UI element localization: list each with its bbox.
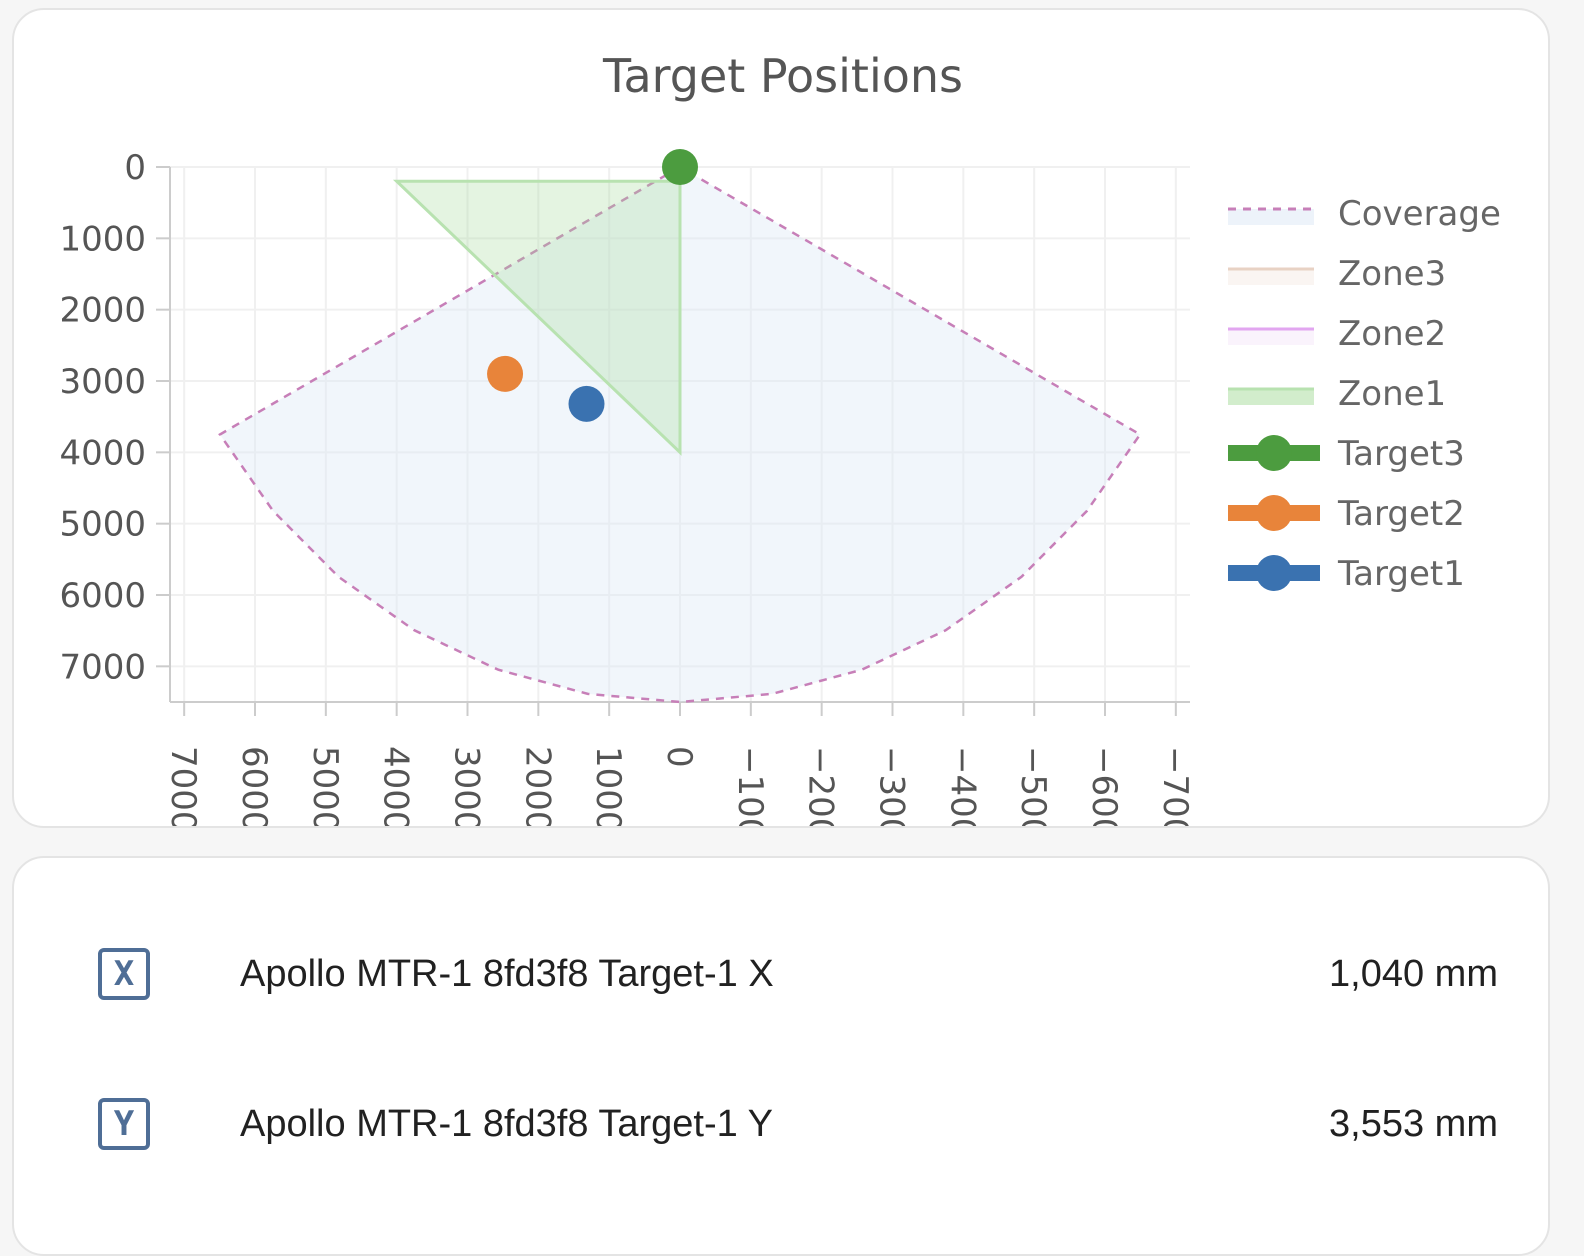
y-box-icon: Y (98, 1098, 150, 1150)
target-positions-card: Target Positions 7000 6000 5000 4000 3000 2000… (12, 8, 1550, 828)
x-tick-label: −5000 (1013, 746, 1053, 828)
legend-item-target2[interactable]: Target2 (1337, 494, 1465, 534)
area-zone1 (392, 179, 682, 456)
legend-swatch-marker (1256, 435, 1292, 471)
x-tick-label: 0 (659, 746, 699, 768)
legend-swatch-fill (1228, 269, 1314, 285)
y-tick-label: 1000 (59, 219, 146, 259)
y-tick-label: 0 (124, 148, 146, 188)
x-tick-label: 7000 (163, 746, 203, 828)
x-tick-label: −7000 (1155, 746, 1195, 828)
x-tick-label: −3000 (872, 746, 912, 828)
legend-swatch-fill (1228, 209, 1314, 225)
y-tick-label: 2000 (59, 291, 146, 331)
chart-title: Target Positions (602, 49, 963, 103)
y-tick-label: 5000 (59, 505, 146, 545)
entity-value: 1,040 mm (1329, 952, 1498, 995)
x-tick-label: −6000 (1084, 746, 1124, 828)
entity-name[interactable]: Apollo MTR-1 8fd3f8 Target-1 X (240, 952, 774, 995)
entity-name[interactable]: Apollo MTR-1 8fd3f8 Target-1 Y (240, 1102, 773, 1145)
legend-item-zone3[interactable]: Zone3 (1338, 254, 1446, 294)
x-tick-label: 3000 (447, 746, 487, 828)
x-tick-label: 6000 (234, 746, 274, 828)
entity-row-target1-x[interactable]: X Apollo MTR-1 8fd3f8 Target-1 X 1,040 m… (14, 934, 1548, 1014)
x-tick-label: 1000 (588, 746, 628, 828)
y-tick-label: 6000 (59, 576, 146, 616)
legend-item-coverage[interactable]: Coverage (1338, 194, 1501, 234)
entity-value: 3,553 mm (1329, 1102, 1498, 1145)
legend-swatch-marker (1256, 495, 1292, 531)
x-tick-label: 4000 (376, 746, 416, 828)
legend-item-target1[interactable]: Target1 (1337, 554, 1465, 594)
y-tick-label: 3000 (59, 362, 146, 402)
y-tick-label: 4000 (59, 433, 146, 473)
legend-swatch-fill (1228, 389, 1314, 405)
entity-row-target1-y[interactable]: Y Apollo MTR-1 8fd3f8 Target-1 Y 3,553 m… (14, 1084, 1548, 1164)
y-tick-label: 7000 (59, 647, 146, 687)
x-tick-label: −1000 (730, 746, 770, 828)
target-positions-chart[interactable]: Target Positions 7000 6000 5000 4000 3000 2000… (14, 10, 1550, 828)
legend-swatch-fill (1228, 329, 1314, 345)
legend-swatch-marker (1256, 555, 1292, 591)
point-target2 (487, 355, 524, 392)
entities-card: X Apollo MTR-1 8fd3f8 Target-1 X 1,040 m… (12, 856, 1550, 1256)
x-tick-label: −4000 (942, 746, 982, 828)
x-box-icon: X (98, 948, 150, 1000)
point-target3 (662, 149, 698, 185)
x-tick-label: 2000 (517, 746, 557, 828)
legend-item-target3[interactable]: Target3 (1337, 434, 1465, 474)
point-target1 (568, 385, 605, 422)
x-tick-label: −2000 (801, 746, 841, 828)
x-tick-label: 5000 (305, 746, 345, 828)
legend-item-zone2[interactable]: Zone2 (1338, 314, 1446, 354)
legend-item-zone1[interactable]: Zone1 (1338, 374, 1446, 414)
